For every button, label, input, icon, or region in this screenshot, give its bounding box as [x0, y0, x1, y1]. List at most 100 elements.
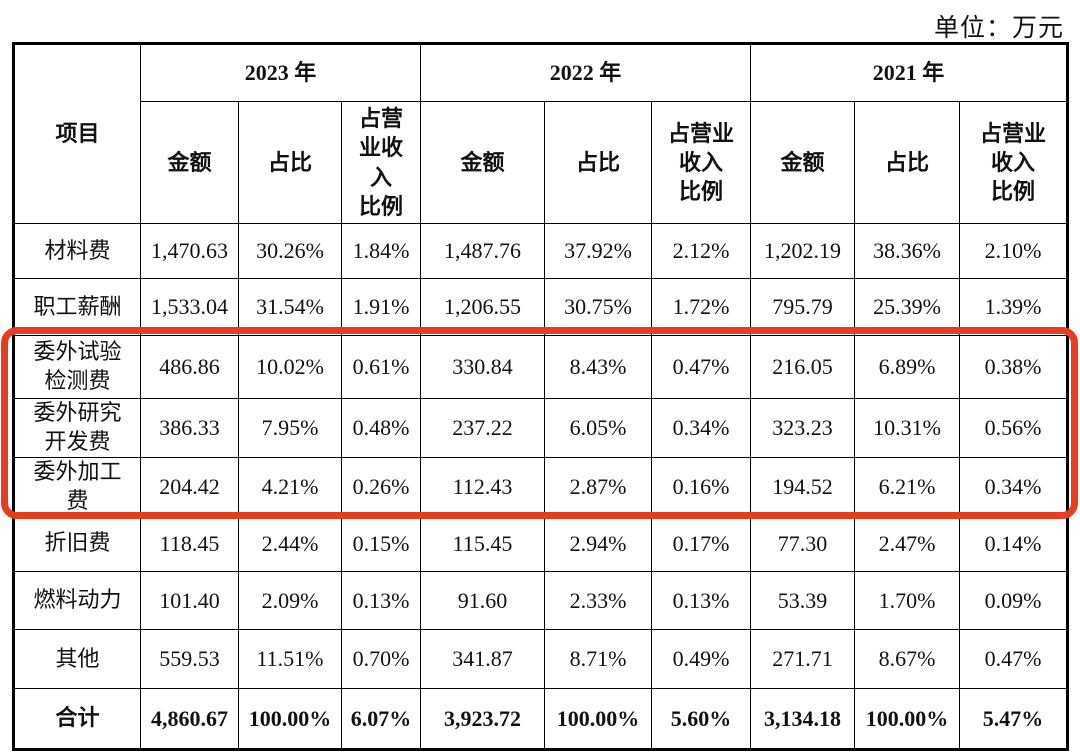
value-cell: 30.75% — [544, 278, 652, 336]
year-header-2021: 2021 年 — [749, 43, 1069, 102]
value-cell: 11.51% — [238, 629, 342, 690]
value-cell: 1.91% — [341, 278, 421, 336]
value-cell: 2.33% — [544, 571, 652, 631]
total-row: 合计 4,860.67 100.00% 6.07% 3,923.72 100.00% 5.6… — [13, 688, 1069, 751]
value-cell: 2.09% — [238, 571, 342, 631]
value-cell: 1.84% — [341, 223, 421, 279]
sub-header-share: 占比 — [854, 101, 960, 224]
value-cell: 0.09% — [958, 571, 1069, 631]
value-cell: 1,533.04 — [140, 278, 239, 336]
value-cell: 559.53 — [140, 629, 239, 690]
value-cell: 194.52 — [750, 456, 855, 517]
value-cell: 6.21% — [854, 456, 960, 517]
value-cell: 5.60% — [651, 688, 751, 751]
item-column-header: 项目 — [13, 43, 141, 224]
value-cell: 10.02% — [238, 335, 342, 399]
value-cell: 1.39% — [958, 278, 1069, 336]
value-cell: 2.10% — [958, 223, 1069, 279]
value-cell: 100.00% — [854, 688, 960, 751]
value-cell: 25.39% — [854, 278, 960, 336]
value-cell: 0.48% — [341, 398, 421, 458]
sub-header-revenue-ratio: 占营业 收入 比例 — [651, 101, 751, 224]
value-cell: 2.12% — [651, 223, 751, 279]
unit-label: 单位：万元 — [933, 15, 1064, 42]
value-cell: 4,860.67 — [140, 688, 239, 751]
value-cell: 1,202.19 — [750, 223, 855, 279]
sub-header-amount: 金额 — [140, 101, 239, 224]
value-cell: 118.45 — [140, 515, 239, 573]
item-cell: 委外研究 开发费 — [13, 398, 141, 458]
value-cell: 37.92% — [544, 223, 652, 279]
table-row: 委外加工 费 204.42 4.21% 0.26% 112.43 2.87% 0.16% 19… — [13, 456, 1069, 517]
item-cell: 合计 — [13, 688, 141, 751]
year-header-2023: 2023 年 — [140, 43, 421, 102]
value-cell: 30.26% — [238, 223, 342, 279]
value-cell: 8.67% — [854, 629, 960, 690]
value-cell: 0.16% — [651, 456, 751, 517]
value-cell: 1.70% — [854, 571, 960, 631]
value-cell: 101.40 — [140, 571, 239, 631]
value-cell: 91.60 — [420, 571, 545, 631]
value-cell: 330.84 — [420, 335, 545, 399]
value-cell: 100.00% — [544, 688, 652, 751]
value-cell: 7.95% — [238, 398, 342, 458]
value-cell: 0.47% — [651, 335, 751, 399]
value-cell: 386.33 — [140, 398, 239, 458]
value-cell: 5.47% — [958, 688, 1069, 751]
value-cell: 0.17% — [651, 515, 751, 573]
value-cell: 2.87% — [544, 456, 652, 517]
table-body: 材料费 1,470.63 30.26% 1.84% 1,487.76 37.92% 2.12… — [13, 223, 1069, 751]
sub-header-share: 占比 — [238, 101, 342, 224]
value-cell: 0.49% — [651, 629, 751, 690]
expense-table: 项目 2023 年 2022 年 2021 年 金额 占比 占营 业收 入 比例… — [12, 42, 1070, 752]
value-cell: 53.39 — [750, 571, 855, 631]
sub-header-amount: 金额 — [420, 101, 545, 224]
sub-header-amount: 金额 — [750, 101, 855, 224]
table-row: 其他 559.53 11.51% 0.70% 341.87 8.71% 0.49% 271.7… — [13, 629, 1069, 690]
value-cell: 1,206.55 — [420, 278, 545, 336]
value-cell: 10.31% — [854, 398, 960, 458]
year-header-2022: 2022 年 — [420, 43, 751, 102]
value-cell: 237.22 — [420, 398, 545, 458]
item-cell: 委外试验 检测费 — [13, 335, 141, 399]
value-cell: 341.87 — [420, 629, 545, 690]
sub-header-revenue-ratio: 占营业 收入 比例 — [958, 101, 1069, 224]
value-cell: 0.47% — [958, 629, 1069, 690]
value-cell: 486.86 — [140, 335, 239, 399]
value-cell: 100.00% — [238, 688, 342, 751]
table-row: 燃料动力 101.40 2.09% 0.13% 91.60 2.33% 0.13% 53.39… — [13, 571, 1069, 631]
value-cell: 2.44% — [238, 515, 342, 573]
value-cell: 38.36% — [854, 223, 960, 279]
item-cell: 材料费 — [13, 223, 141, 279]
value-cell: 115.45 — [420, 515, 545, 573]
table-row: 折旧费 118.45 2.44% 0.15% 115.45 2.94% 0.17% 77.30… — [13, 515, 1069, 573]
table-header: 项目 2023 年 2022 年 2021 年 金额 占比 占营 业收 入 比例… — [13, 43, 1069, 224]
value-cell: 1.72% — [651, 278, 751, 336]
item-cell: 委外加工 费 — [13, 456, 141, 517]
value-cell: 8.43% — [544, 335, 652, 399]
value-cell: 795.79 — [750, 278, 855, 336]
table-row: 委外试验 检测费 486.86 10.02% 0.61% 330.84 8.43% 0.47… — [13, 335, 1069, 399]
value-cell: 0.13% — [651, 571, 751, 631]
sub-header-revenue-ratio: 占营 业收 入 比例 — [341, 101, 421, 224]
value-cell: 216.05 — [750, 335, 855, 399]
value-cell: 6.89% — [854, 335, 960, 399]
value-cell: 0.61% — [341, 335, 421, 399]
table-row: 委外研究 开发费 386.33 7.95% 0.48% 237.22 6.05% 0.34%… — [13, 398, 1069, 458]
value-cell: 1,487.76 — [420, 223, 545, 279]
value-cell: 0.15% — [341, 515, 421, 573]
item-cell: 其他 — [13, 629, 141, 690]
value-cell: 0.13% — [341, 571, 421, 631]
item-cell: 燃料动力 — [13, 571, 141, 631]
value-cell: 323.23 — [750, 398, 855, 458]
year-header-row: 项目 2023 年 2022 年 2021 年 — [13, 43, 1069, 224]
sub-header-share: 占比 — [544, 101, 652, 224]
value-cell: 0.70% — [341, 629, 421, 690]
value-cell: 4.21% — [238, 456, 342, 517]
item-cell: 折旧费 — [13, 515, 141, 573]
value-cell: 0.14% — [958, 515, 1069, 573]
value-cell: 77.30 — [750, 515, 855, 573]
value-cell: 112.43 — [420, 456, 545, 517]
value-cell: 8.71% — [544, 629, 652, 690]
